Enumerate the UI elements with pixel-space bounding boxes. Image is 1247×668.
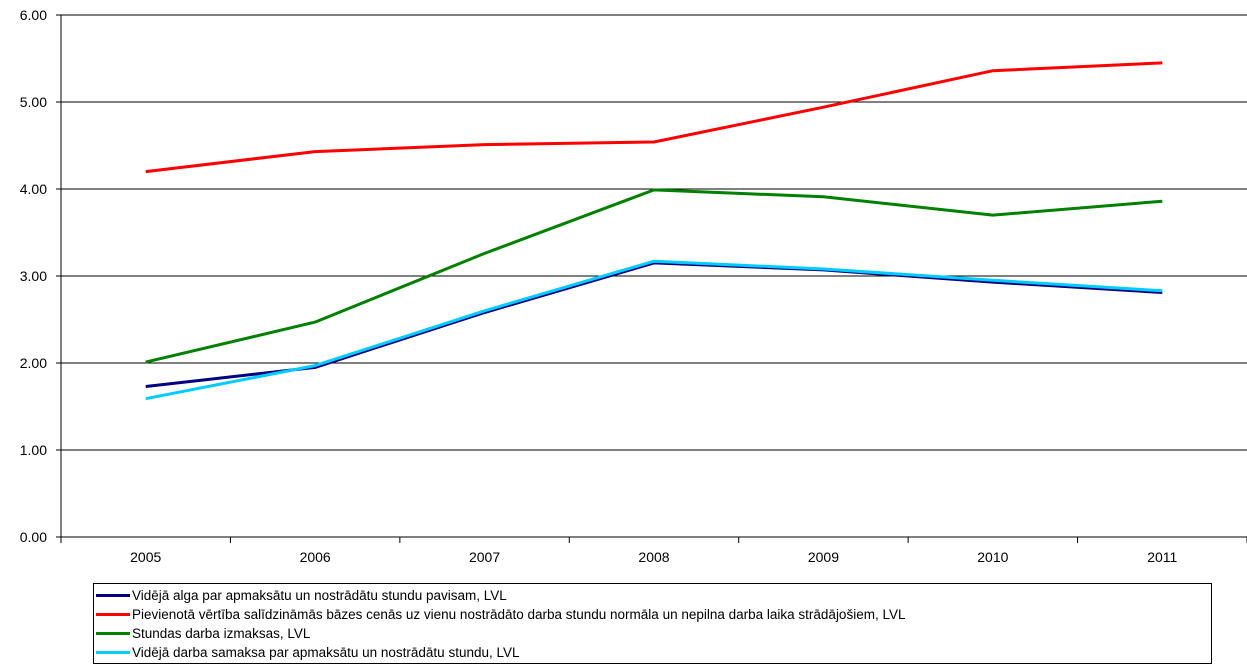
y-tick-label: 0.00	[20, 529, 47, 545]
series-line-3	[145, 188, 1163, 364]
legend-item: Vidējā alga par apmaksātu un nostrādātu …	[94, 586, 507, 604]
x-tick-label: 2008	[638, 549, 669, 565]
legend-label: Vidējā alga par apmaksātu un nostrādātu …	[132, 587, 507, 603]
x-tick-label: 2010	[977, 549, 1008, 565]
x-tick-label: 2009	[808, 549, 839, 565]
legend-label: Pievienotā vērtība salīdzināmās bāzes ce…	[132, 606, 906, 622]
y-tick-label: 3.00	[20, 268, 47, 284]
legend-swatch	[96, 612, 130, 616]
y-tick-label: 1.00	[20, 442, 47, 458]
x-tick-label: 2011	[1147, 549, 1177, 565]
plot-area: 0.00 1.00 2.00 3.00 4.00 5.00 6.00 2005 2006 2007…	[20, 7, 1247, 565]
legend-swatch	[96, 631, 130, 635]
legend-label: Stundas darba izmaksas, LVL	[132, 625, 311, 641]
x-tick-label: 2007	[469, 549, 500, 565]
x-tick-label: 2005	[130, 549, 161, 565]
x-tick-label: 2006	[300, 549, 331, 565]
legend-item: Vidējā darba samaksa par apmaksātu un no…	[94, 643, 520, 661]
legend-swatch	[96, 650, 130, 654]
y-tick-label: 6.00	[20, 7, 47, 23]
y-tick-label: 5.00	[20, 94, 47, 110]
series-line-2	[145, 61, 1163, 174]
legend-label: Vidējā darba samaksa par apmaksātu un no…	[132, 644, 520, 660]
y-tick-label: 4.00	[20, 181, 47, 197]
legend-item: Pievienotā vērtība salīdzināmās bāzes ce…	[94, 605, 905, 623]
series-line-4	[145, 259, 1163, 401]
y-tick-label: 2.00	[20, 355, 47, 371]
legend-swatch	[96, 593, 130, 597]
legend-item: Stundas darba izmaksas, LVL	[94, 624, 310, 642]
series-line-1	[145, 261, 1163, 388]
legend: Vidējā alga par apmaksātu un nostrādātu …	[93, 583, 1212, 664]
